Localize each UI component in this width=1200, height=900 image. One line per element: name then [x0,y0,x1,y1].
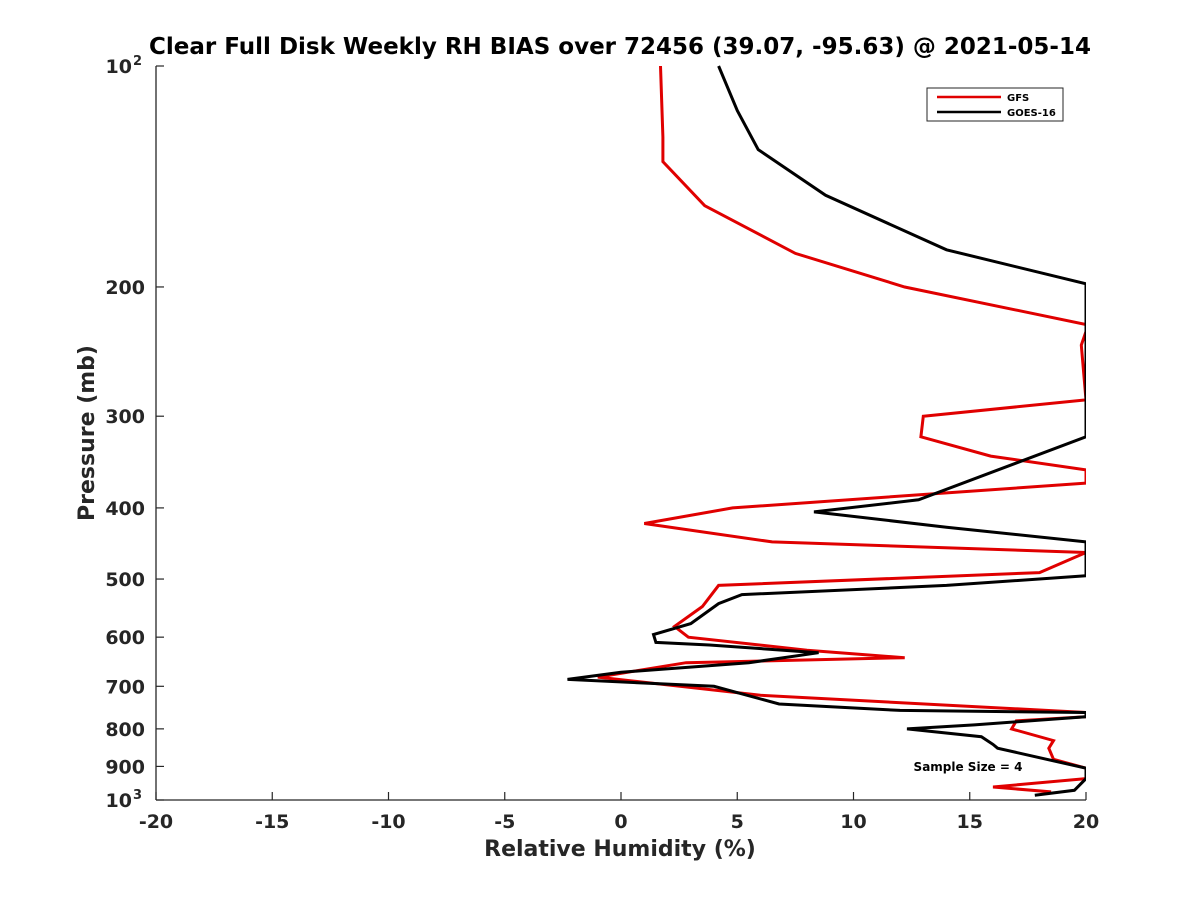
x-tick-label: -10 [371,811,405,833]
x-tick-label: 10 [840,811,866,833]
y-tick-label: 300 [105,406,145,428]
series-layer [567,65,1086,797]
y-tick-label: 900 [105,756,145,778]
y-tick-label: 500 [105,569,145,591]
y-tick-label: 600 [105,627,145,649]
series-line-gfs [597,65,1086,794]
y-tick-label-power: 10 [106,790,132,812]
sample-size-annotation: Sample Size = 4 [914,760,1023,774]
x-tick-label: 0 [614,811,627,833]
legend: GFS GOES-16 [926,87,1064,122]
x-tick-label: -5 [494,811,515,833]
x-axis-label: Relative Humidity (%) [484,837,756,862]
x-tick-label: -15 [255,811,289,833]
x-tick-label: 20 [1073,811,1099,833]
series-line-goes-16 [567,65,1086,797]
x-tick-label: 15 [957,811,983,833]
plot-area [156,66,1086,800]
chart-title: Clear Full Disk Weekly RH BIAS over 7245… [149,34,1091,60]
y-tick-label-power: 10 [106,56,132,78]
legend-label: GOES-16 [1007,108,1056,119]
y-tick-label-exponent: 3 [133,788,142,803]
legend-label: GFS [1007,93,1029,104]
x-axis-ticks: -20 -15 -10 -5 0 5 10 15 20 [139,792,1099,833]
y-tick-label: 800 [105,719,145,741]
legend-box [926,87,1064,122]
x-tick-label: -20 [139,811,173,833]
y-tick-label: 200 [105,277,145,299]
y-tick-label: 700 [105,676,145,698]
y-tick-label: 400 [105,498,145,520]
y-tick-label-exponent: 2 [133,54,142,69]
y-axis-label: Pressure (mb) [75,345,100,521]
x-tick-label: 5 [731,811,744,833]
